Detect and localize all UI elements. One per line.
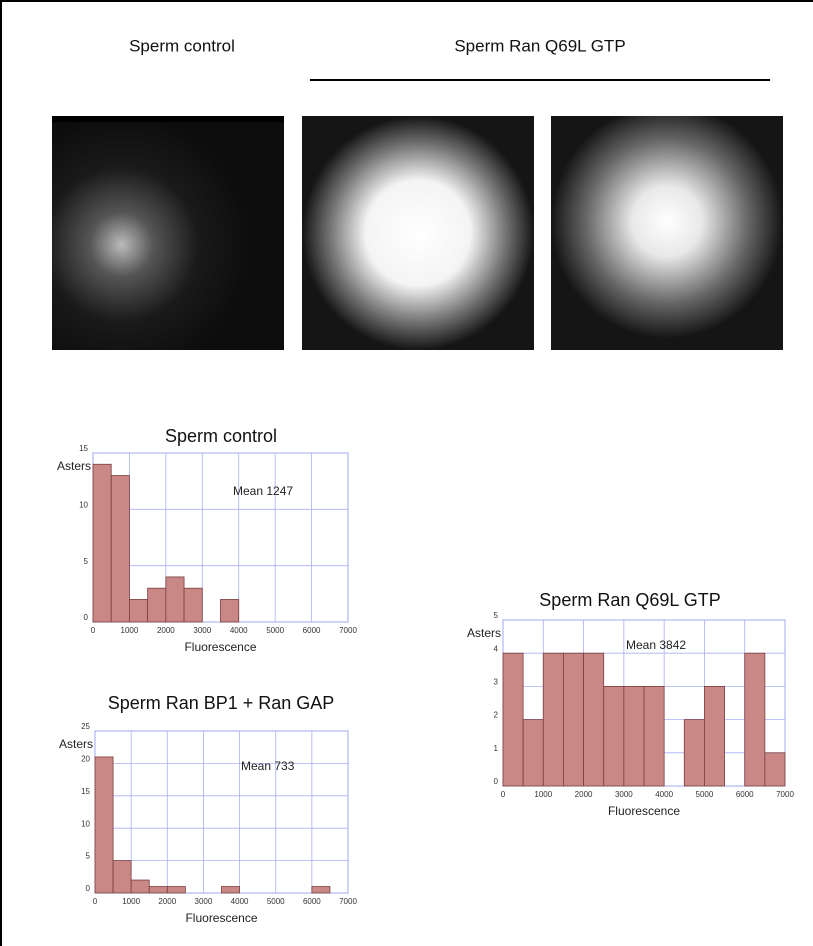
- x-tick-label: 5000: [696, 790, 714, 799]
- y-tick-label: 1: [494, 744, 499, 753]
- annotation: Mean 733: [241, 759, 295, 773]
- x-tick-label: 4000: [230, 626, 248, 635]
- bar: [129, 599, 149, 623]
- bar: [92, 463, 112, 623]
- plot-area: [94, 730, 349, 894]
- bar: [744, 652, 766, 787]
- x-tick-label: 3000: [193, 626, 211, 635]
- y-axis-label: Asters: [59, 737, 93, 751]
- y-tick-label: 0: [494, 777, 499, 786]
- x-tick-label: 2000: [575, 790, 593, 799]
- y-tick-label: 15: [79, 444, 88, 453]
- micrograph-edge: [52, 116, 284, 122]
- bar: [542, 652, 564, 787]
- bar: [110, 475, 130, 623]
- y-tick-label: 5: [494, 611, 499, 620]
- x-tick-label: 3000: [195, 897, 213, 906]
- bar: [563, 652, 584, 787]
- bar: [522, 719, 544, 787]
- x-axis-label: Fluorescence: [185, 911, 257, 925]
- bar: [130, 879, 150, 894]
- bar: [583, 652, 605, 787]
- bar: [147, 587, 167, 623]
- y-tick-label: 5: [86, 852, 91, 861]
- bar: [183, 587, 203, 623]
- bar: [502, 652, 524, 787]
- x-tick-label: 0: [91, 626, 96, 635]
- y-tick-label: 3: [494, 678, 499, 687]
- x-axis-label: Fluorescence: [608, 804, 680, 818]
- bar: [148, 886, 168, 894]
- y-tick-label: 15: [81, 787, 90, 796]
- x-tick-label: 1000: [534, 790, 552, 799]
- x-tick-label: 6000: [303, 897, 321, 906]
- x-tick-label: 2000: [157, 626, 175, 635]
- x-axis-label: Fluorescence: [184, 640, 256, 654]
- micrograph: [52, 116, 284, 350]
- bar: [112, 860, 132, 894]
- y-tick-label: 5: [84, 557, 89, 566]
- x-tick-label: 0: [93, 897, 98, 906]
- bar: [311, 886, 331, 894]
- annotation: Mean 3842: [626, 638, 686, 652]
- bar: [683, 719, 705, 787]
- x-tick-label: 7000: [339, 897, 357, 906]
- x-tick-label: 0: [501, 790, 506, 799]
- micrograph: [551, 116, 783, 350]
- x-tick-label: 1000: [121, 626, 139, 635]
- y-tick-label: 2: [494, 711, 499, 720]
- y-tick-label: 0: [84, 613, 89, 622]
- bar: [643, 686, 665, 787]
- y-tick-label: 10: [79, 500, 88, 509]
- x-tick-label: 7000: [339, 626, 357, 635]
- x-tick-label: 4000: [231, 897, 249, 906]
- y-tick-label: 20: [81, 755, 90, 764]
- bar: [603, 686, 625, 787]
- bar: [165, 576, 185, 623]
- annotation: Mean 1247: [233, 484, 293, 498]
- micrograph: [302, 116, 534, 350]
- x-tick-label: 7000: [776, 790, 794, 799]
- x-tick-label: 6000: [303, 626, 321, 635]
- bar: [220, 599, 240, 623]
- y-axis-label: Asters: [467, 626, 501, 640]
- y-tick-label: 10: [81, 819, 90, 828]
- y-tick-label: 4: [494, 644, 499, 653]
- bar: [166, 886, 186, 894]
- bar: [94, 756, 114, 894]
- bar: [764, 752, 786, 787]
- y-tick-label: 25: [81, 722, 90, 731]
- panel-label: Sperm Ran Q69L GTP: [454, 36, 625, 55]
- chart-title: Sperm Ran Q69L GTP: [539, 590, 720, 610]
- x-tick-label: 3000: [615, 790, 633, 799]
- y-tick-label: 0: [86, 884, 91, 893]
- chart-title: Sperm Ran BP1 + Ran GAP: [108, 693, 335, 713]
- x-tick-label: 5000: [267, 897, 285, 906]
- chart-title: Sperm control: [165, 426, 277, 446]
- x-tick-label: 4000: [655, 790, 673, 799]
- x-tick-label: 1000: [122, 897, 140, 906]
- x-tick-label: 2000: [158, 897, 176, 906]
- x-tick-label: 5000: [266, 626, 284, 635]
- plot-area: [92, 452, 349, 623]
- bar: [623, 686, 645, 787]
- panel-label: Sperm control: [129, 36, 235, 55]
- y-axis-label: Asters: [57, 459, 91, 473]
- bar: [704, 686, 725, 787]
- bar: [221, 886, 240, 894]
- x-tick-label: 6000: [736, 790, 754, 799]
